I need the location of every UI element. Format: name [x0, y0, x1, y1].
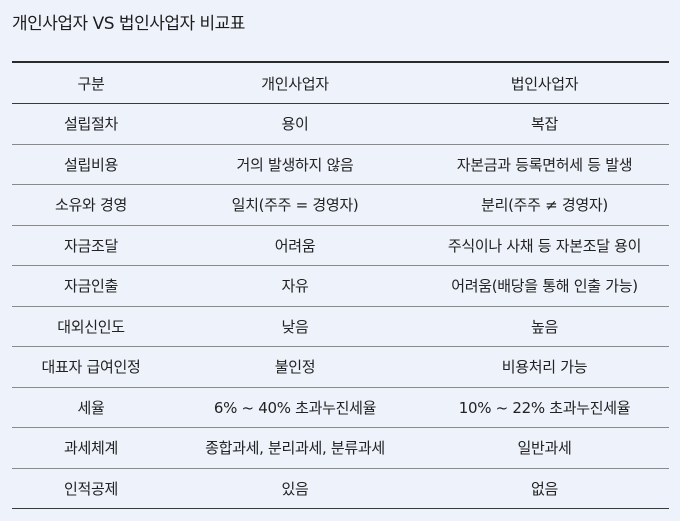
row-category: 자금인출 [12, 265, 170, 307]
table-row: 설립비용 거의 발생하지 않음 자본금과 등록면허세 등 발생 [12, 144, 669, 185]
page-title: 개인사업자 VS 법인사업자 비교표 [12, 14, 245, 34]
table-row: 자금인출 자유 어려움(배당을 통해 인출 가능) [12, 265, 669, 307]
table-row: 설립절차 용이 복잡 [12, 103, 669, 145]
corporation-cell: 어려움(배당을 통해 인출 가능) [420, 265, 669, 307]
sole-proprietor-cell: 일치(주주 = 경영자) [170, 184, 420, 226]
header-row: 구분 개인사업자 법인사업자 [12, 61, 669, 104]
row-category: 대표자 급여인정 [12, 346, 170, 388]
table-row: 세율 6% ~ 40% 초과누진세율 10% ~ 22% 초과누진세율 [12, 387, 669, 428]
corporation-cell: 복잡 [420, 103, 669, 145]
corporation-cell: 10% ~ 22% 초과누진세율 [420, 387, 669, 428]
sole-proprietor-cell: 거의 발생하지 않음 [170, 144, 420, 185]
table-row: 과세체계 종합과세, 분리과세, 분류과세 일반과세 [12, 427, 669, 469]
table-row: 대표자 급여인정 불인정 비용처리 가능 [12, 346, 669, 388]
comparison-table-container: 구분 개인사업자 법인사업자 설립절차 용이 복잡 설립비용 거의 발생하지 않… [12, 61, 669, 509]
corporation-cell: 주식이나 사채 등 자본조달 용이 [420, 225, 669, 266]
row-category: 과세체계 [12, 427, 170, 469]
header-corporation: 법인사업자 [420, 61, 669, 104]
sole-proprietor-cell: 어려움 [170, 225, 420, 266]
row-category: 설립절차 [12, 103, 170, 145]
table-header: 구분 개인사업자 법인사업자 [12, 61, 669, 104]
table-row: 대외신인도 낮음 높음 [12, 306, 669, 347]
sole-proprietor-cell: 불인정 [170, 346, 420, 388]
row-category: 소유와 경영 [12, 184, 170, 226]
sole-proprietor-cell: 낮음 [170, 306, 420, 347]
row-category: 설립비용 [12, 144, 170, 185]
table-row: 자금조달 어려움 주식이나 사채 등 자본조달 용이 [12, 225, 669, 266]
corporation-cell: 높음 [420, 306, 669, 347]
sole-proprietor-cell: 용이 [170, 103, 420, 145]
corporation-cell: 없음 [420, 468, 669, 509]
row-category: 인적공제 [12, 468, 170, 509]
row-category: 자금조달 [12, 225, 170, 266]
table-row: 인적공제 있음 없음 [12, 468, 669, 509]
sole-proprietor-cell: 자유 [170, 265, 420, 307]
corporation-cell: 자본금과 등록면허세 등 발생 [420, 144, 669, 185]
comparison-table: 구분 개인사업자 법인사업자 설립절차 용이 복잡 설립비용 거의 발생하지 않… [12, 61, 669, 509]
row-category: 대외신인도 [12, 306, 170, 347]
sole-proprietor-cell: 6% ~ 40% 초과누진세율 [170, 387, 420, 428]
table-body: 설립절차 용이 복잡 설립비용 거의 발생하지 않음 자본금과 등록면허세 등 … [12, 103, 669, 509]
row-category: 세율 [12, 387, 170, 428]
table-row: 소유와 경영 일치(주주 = 경영자) 분리(주주 ≠ 경영자) [12, 184, 669, 226]
header-sole-proprietor: 개인사업자 [170, 61, 420, 104]
corporation-cell: 분리(주주 ≠ 경영자) [420, 184, 669, 226]
corporation-cell: 일반과세 [420, 427, 669, 469]
sole-proprietor-cell: 있음 [170, 468, 420, 509]
header-category: 구분 [12, 61, 170, 104]
sole-proprietor-cell: 종합과세, 분리과세, 분류과세 [170, 427, 420, 469]
corporation-cell: 비용처리 가능 [420, 346, 669, 388]
